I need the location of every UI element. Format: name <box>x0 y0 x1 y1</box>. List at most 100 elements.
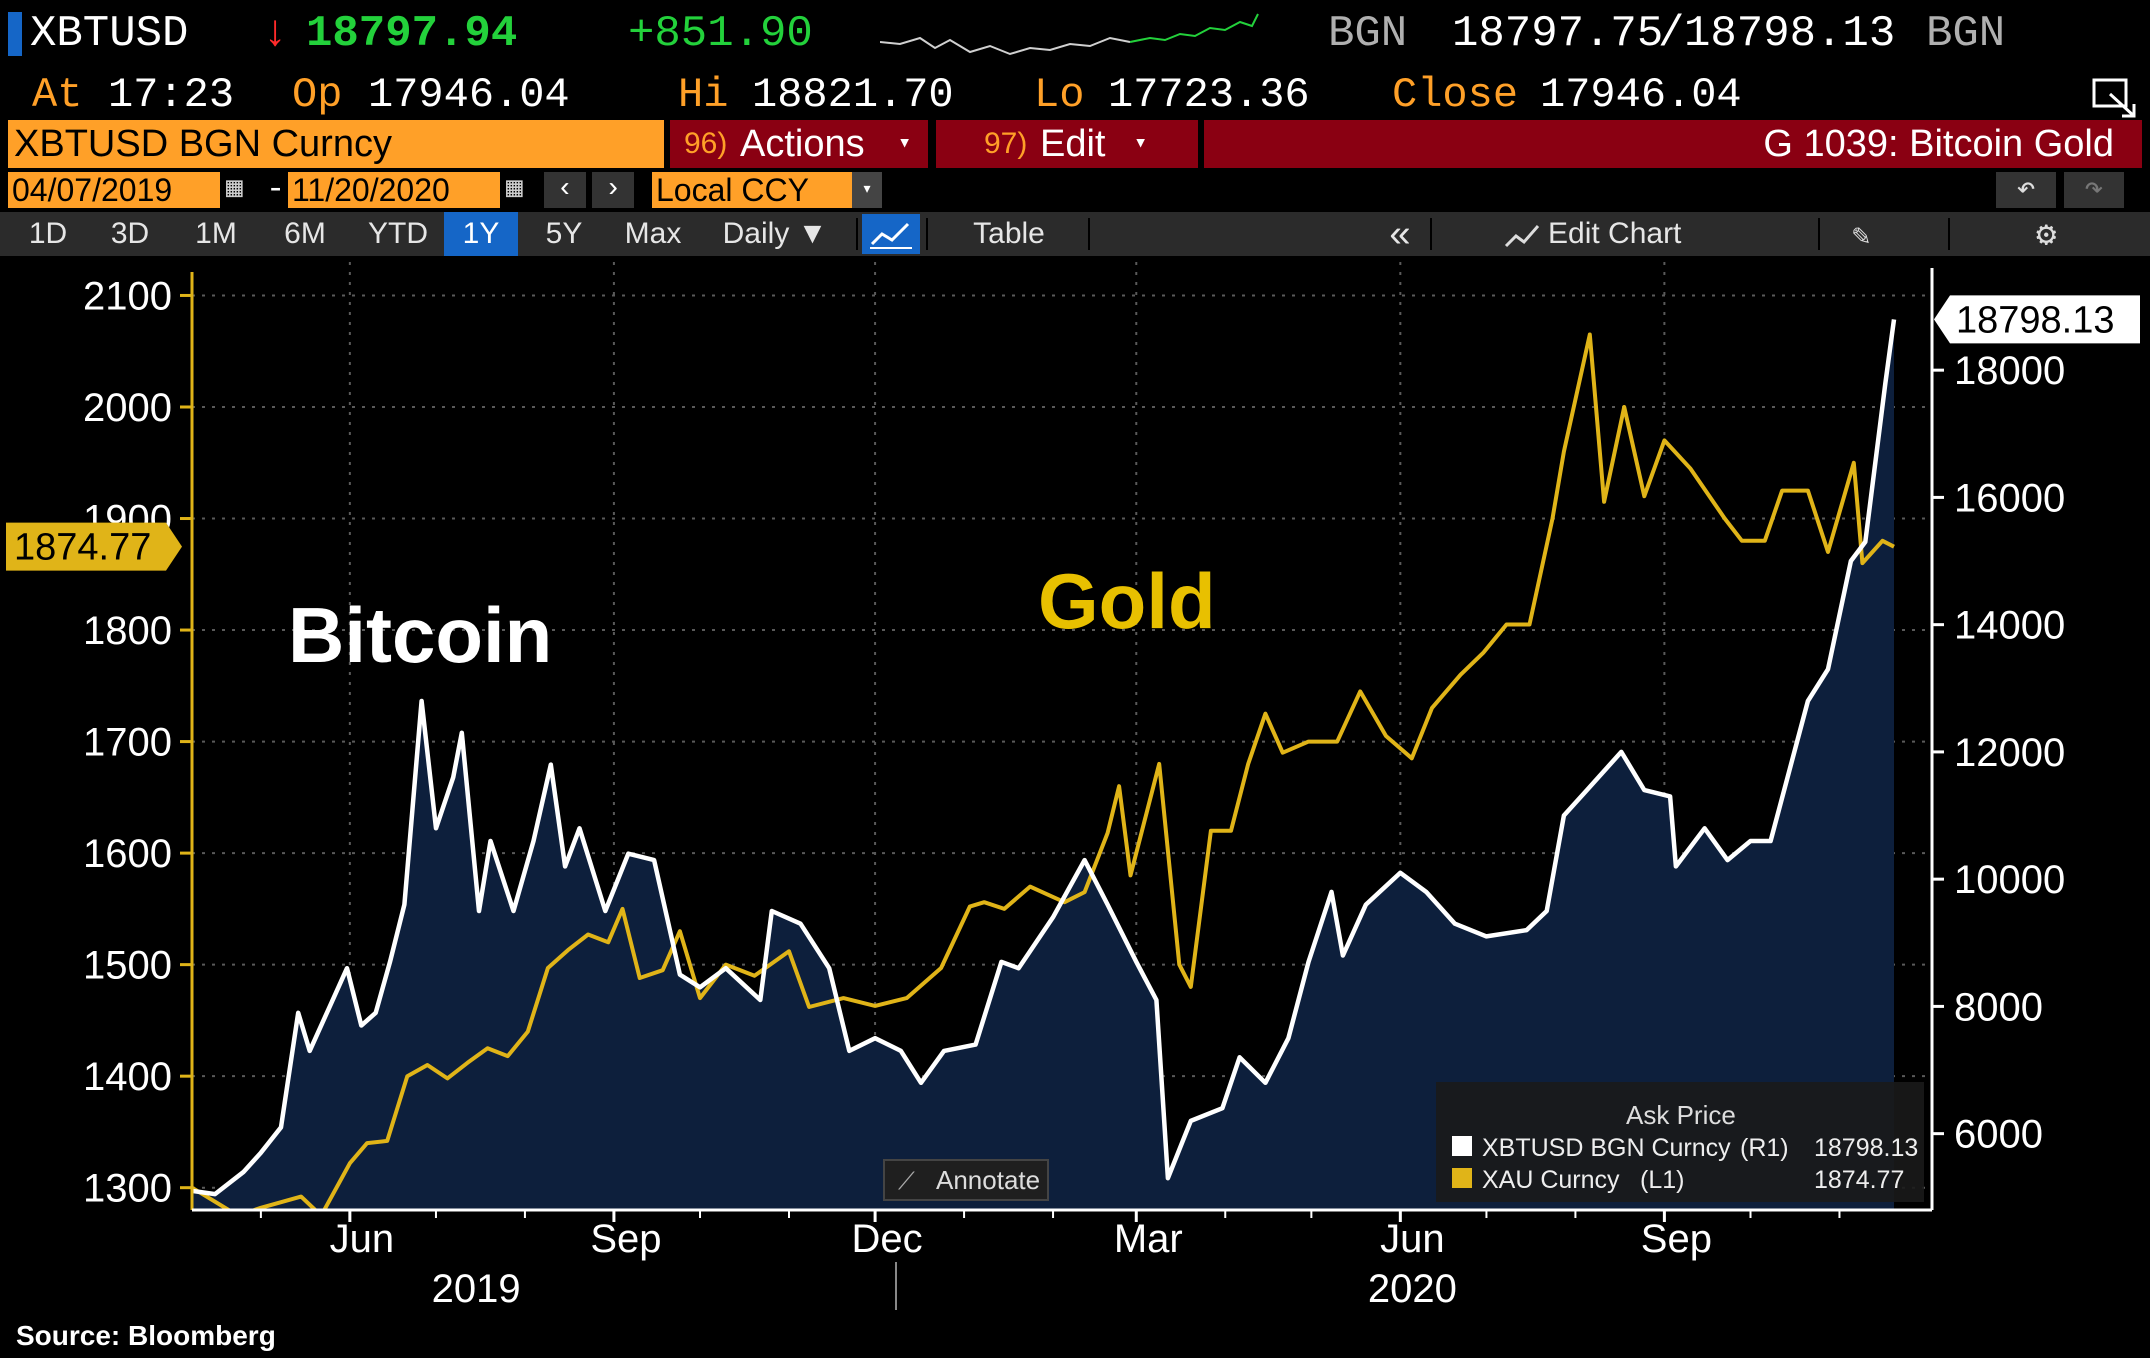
legend-axis-gold: (L1) <box>1640 1166 1684 1194</box>
x-tick-label: Sep <box>1641 1217 1712 1261</box>
year-label-2020: 2020 <box>1368 1267 1457 1311</box>
open-label: Op <box>292 71 343 119</box>
tab-ytd[interactable]: YTD <box>368 217 428 250</box>
gold-annotation: Gold <box>1038 557 1216 645</box>
currency-select[interactable]: Local CCY <box>652 172 852 208</box>
x-tick-label: Mar <box>1114 1217 1183 1261</box>
ohlc-row: At 17:23 Op 17946.04 Hi 18821.70 Lo 1772… <box>0 68 2150 122</box>
tab-6m[interactable]: 6M <box>284 217 326 250</box>
sparkline <box>880 13 1259 56</box>
price-change: +851.90 <box>628 9 813 59</box>
collapse-button[interactable]: « <box>1389 213 1411 255</box>
undo-icon[interactable]: ↶ <box>1996 172 2056 208</box>
annotate-button[interactable]: ⟋ Annotate <box>883 1159 1049 1201</box>
right-tick-label: 18000 <box>1954 349 2065 393</box>
tab-1m[interactable]: 1M <box>195 217 237 250</box>
right-tick-label: 6000 <box>1954 1113 2043 1157</box>
gold-series-line <box>192 332 1895 1210</box>
table-button[interactable]: Table <box>973 217 1045 250</box>
tab-max[interactable]: Max <box>624 217 682 250</box>
legend-title: Ask Price <box>1626 1100 1736 1130</box>
prev-period-button[interactable]: ‹ <box>544 172 586 208</box>
edit-number: 97) <box>984 127 1028 160</box>
gold-last-value-tag: 1874.77 <box>6 522 182 571</box>
low-value: 17723.36 <box>1108 71 1310 119</box>
x-tick-label: Dec <box>852 1217 923 1261</box>
ask-price: 18798.13 <box>1684 9 1896 59</box>
bid-ask-separator: / <box>1658 9 1685 59</box>
close-value: 17946.04 <box>1540 71 1742 119</box>
chevron-down-icon: ▾ <box>898 131 912 156</box>
right-tick-label: 12000 <box>1954 731 2065 775</box>
start-date-field[interactable]: 04/07/2019 <box>8 172 220 208</box>
chart-legend: Ask Price XBTUSD BGN Curncy (R1) 18798.1… <box>1436 1082 1924 1202</box>
ticker-marker <box>8 12 22 56</box>
actions-button[interactable]: 96) Actions ▾ <box>670 120 928 168</box>
open-value: 17946.04 <box>368 71 570 119</box>
last-price: 18797.94 <box>306 9 518 59</box>
high-value: 18821.70 <box>752 71 954 119</box>
left-tick-label: 1300 <box>83 1167 172 1211</box>
date-range-dash: - <box>266 171 286 208</box>
edit-label: Edit <box>1040 123 1106 165</box>
ask-source: BGN <box>1926 9 2006 59</box>
actions-label: Actions <box>740 123 865 165</box>
page-title-bar: G 1039: Bitcoin Gold <box>1204 120 2142 168</box>
year-label-2019: 2019 <box>432 1267 521 1311</box>
left-tick-label: 1400 <box>83 1055 172 1099</box>
down-arrow-icon: ↓ <box>262 9 289 59</box>
quote-header: XBTUSD ↓ 18797.94 +851.90 BGN 18797.75 /… <box>0 0 2150 68</box>
bitcoin-last-value: 18798.13 <box>1956 299 2115 341</box>
gold-last-value: 1874.77 <box>14 527 151 569</box>
quote-time: 17:23 <box>108 71 235 119</box>
calendar-icon[interactable]: ▦ <box>506 174 523 205</box>
frequency-select[interactable]: Daily ▼ <box>722 217 828 250</box>
edit-chart-icon <box>1504 220 1540 255</box>
bid-price: 18797.75 <box>1452 9 1664 59</box>
popout-icon[interactable] <box>2090 76 2140 120</box>
low-label: Lo <box>1034 71 1085 119</box>
left-tick-label: 1600 <box>83 832 172 876</box>
legend-axis-bitcoin: (R1) <box>1740 1134 1789 1162</box>
page-title: G 1039: Bitcoin Gold <box>1763 123 2114 165</box>
x-axis-ticks: Jun Sep Dec Mar Jun Sep 2019 2020 <box>259 1210 1841 1311</box>
security-field[interactable]: XBTUSD BGN Curncy <box>8 120 664 168</box>
right-tick-label: 8000 <box>1954 985 2043 1029</box>
legend-label-bitcoin: XBTUSD BGN Curncy <box>1482 1134 1731 1162</box>
tab-5y[interactable]: 5Y <box>545 217 583 250</box>
currency-value: Local CCY <box>656 172 809 208</box>
pencil-icon: ⟋ <box>898 1168 915 1195</box>
tab-3d[interactable]: 3D <box>110 217 150 250</box>
chevron-down-icon[interactable]: ▾ <box>852 172 882 208</box>
right-tick-label: 10000 <box>1954 858 2065 902</box>
legend-swatch-bitcoin <box>1452 1136 1472 1156</box>
tab-1y[interactable]: 1Y <box>444 212 518 256</box>
edit-button[interactable]: 97) Edit ▾ <box>936 120 1198 168</box>
bid-source: BGN <box>1328 9 1408 59</box>
end-date: 11/20/2020 <box>292 172 450 208</box>
bitcoin-annotation: Bitcoin <box>288 591 552 679</box>
period-tabs: 1D 3D 1M 6M YTD 1Y 5Y Max Daily ▼ Table … <box>0 212 2150 256</box>
high-label: Hi <box>678 71 729 119</box>
left-tick-label: 1700 <box>83 721 172 765</box>
right-tick-label: 14000 <box>1954 604 2065 648</box>
start-date: 04/07/2019 <box>12 172 173 208</box>
end-date-field[interactable]: 11/20/2020 <box>288 172 500 208</box>
pencil-icon[interactable]: ✎ <box>1852 221 1871 255</box>
bitcoin-series-line <box>192 319 1897 1197</box>
edit-chart-button[interactable]: Edit Chart <box>1548 217 1682 250</box>
line-chart-icon[interactable] <box>862 214 920 254</box>
annotate-label: Annotate <box>936 1165 1040 1195</box>
left-tick-label: 1800 <box>83 609 172 653</box>
calendar-icon[interactable]: ▦ <box>226 174 243 205</box>
legend-swatch-gold <box>1452 1168 1472 1188</box>
gear-icon[interactable]: ⚙ <box>2036 218 2057 256</box>
tab-1d[interactable]: 1D <box>28 217 68 250</box>
source-note: Source: Bloomberg <box>16 1320 276 1351</box>
next-period-button[interactable]: › <box>592 172 634 208</box>
x-tick-label: Sep <box>590 1217 661 1261</box>
left-tick-label: 2000 <box>83 386 172 430</box>
redo-icon[interactable]: ↷ <box>2064 172 2124 208</box>
x-tick-label: Jun <box>330 1217 395 1261</box>
